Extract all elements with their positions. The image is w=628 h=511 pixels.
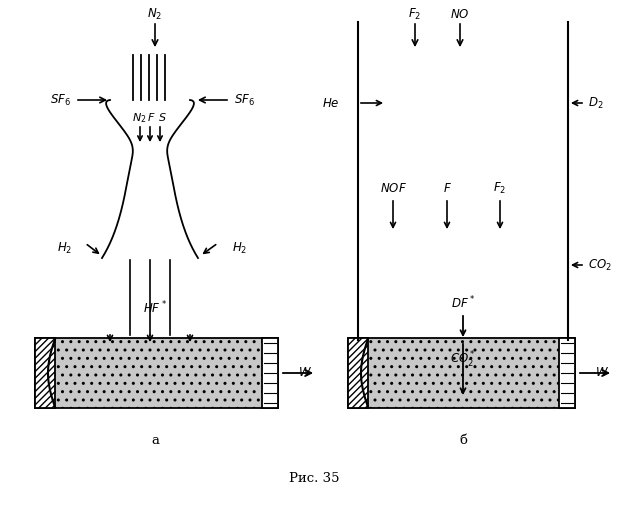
Text: $CO_2^*$: $CO_2^*$	[450, 350, 476, 370]
Text: б: б	[459, 433, 467, 447]
Text: $He$: $He$	[322, 97, 340, 109]
Text: $F_2$: $F_2$	[408, 7, 421, 21]
Text: $W$: $W$	[595, 366, 609, 380]
Text: $D_2$: $D_2$	[588, 96, 604, 110]
Bar	[35, 338, 55, 408]
Text: $NOF$: $NOF$	[379, 181, 406, 195]
Text: $DF^*$: $DF^*$	[451, 295, 475, 311]
Text: $SF_6$: $SF_6$	[234, 92, 255, 107]
Text: $CO_2$: $CO_2$	[588, 258, 612, 272]
Bar	[348, 338, 575, 408]
Bar	[35, 338, 278, 408]
Bar	[348, 338, 368, 408]
Bar	[262, 338, 278, 408]
Text: Рис. 35: Рис. 35	[289, 472, 339, 484]
Text: $H_2$: $H_2$	[57, 241, 72, 256]
Bar	[348, 338, 575, 408]
Text: $F$: $F$	[443, 181, 452, 195]
Bar	[559, 338, 575, 408]
Bar	[35, 338, 278, 408]
Text: $H_2$: $H_2$	[232, 241, 247, 256]
Text: $F_2$: $F_2$	[494, 180, 507, 196]
Text: $W$: $W$	[298, 366, 312, 380]
Text: $HF^*$: $HF^*$	[143, 299, 167, 316]
Text: а: а	[151, 433, 159, 447]
Text: $NO$: $NO$	[450, 8, 470, 20]
Text: $N_2$: $N_2$	[148, 7, 163, 21]
Text: $SF_6$: $SF_6$	[50, 92, 71, 107]
Text: $N_2\,F\;\,S$: $N_2\,F\;\,S$	[133, 111, 168, 125]
